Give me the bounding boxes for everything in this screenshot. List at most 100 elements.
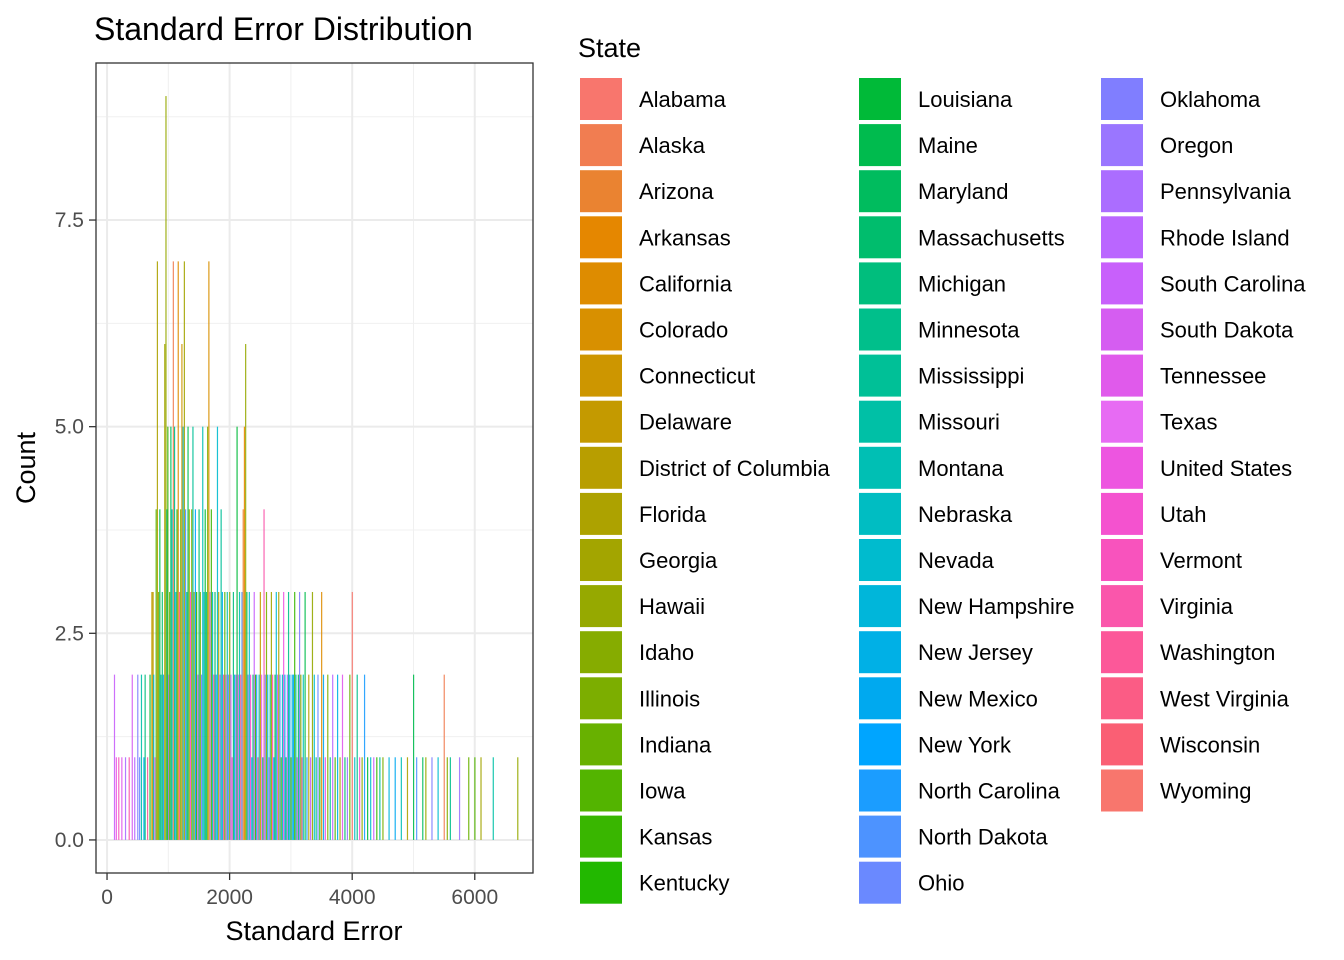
legend-label: Michigan [918, 271, 1006, 296]
histogram-bar [373, 757, 375, 840]
histogram-bar [284, 674, 286, 840]
histogram-bar [213, 674, 215, 840]
histogram-bar [259, 591, 261, 840]
histogram-bar [311, 591, 314, 840]
histogram-bar [202, 426, 204, 840]
histogram-bar [412, 674, 415, 840]
histogram-bar [218, 591, 220, 840]
legend-label: New York [918, 732, 1012, 757]
histogram-bar [294, 591, 296, 840]
histogram-bar [449, 757, 451, 840]
histogram-bar [124, 757, 127, 840]
histogram-bar [262, 757, 264, 840]
histogram-bar [154, 757, 156, 840]
histogram-bar [172, 261, 174, 840]
histogram-bar [115, 757, 117, 840]
legend-swatch [580, 723, 622, 766]
y-tick-label: 7.5 [55, 209, 84, 232]
histogram-bar [474, 757, 476, 840]
histogram-bar [315, 757, 317, 840]
legend-label: Minnesota [918, 318, 1020, 343]
legend-swatch [859, 170, 901, 213]
legend-item: Florida [580, 492, 707, 535]
histogram-bar [270, 591, 272, 840]
histogram-bar [446, 757, 448, 840]
legend-swatch [859, 216, 901, 259]
x-axis-label: Standard Error [225, 916, 402, 946]
legend-label: Tennessee [1160, 364, 1266, 389]
legend-label: California [639, 271, 733, 296]
histogram-bar [289, 674, 291, 840]
legend-item: Arizona [580, 170, 714, 213]
legend-label: Texas [1160, 410, 1217, 435]
legend-swatch [580, 815, 622, 858]
legend-swatch [580, 216, 622, 259]
legend-swatch [1101, 170, 1143, 213]
chart-title: Standard Error Distribution [94, 11, 473, 47]
legend-item: Texas [1101, 400, 1217, 443]
y-tick-label: 2.5 [55, 622, 84, 645]
histogram-bar [143, 757, 145, 840]
legend-swatch [580, 354, 622, 397]
legend-label: Wisconsin [1160, 732, 1260, 757]
legend-label: Utah [1160, 502, 1206, 527]
legend-swatch [1101, 677, 1143, 720]
histogram-bar [194, 509, 196, 840]
histogram-bar [211, 591, 214, 840]
x-tick-label: 4000 [329, 886, 376, 909]
legend-label: Maine [918, 133, 978, 158]
histogram-bar [268, 757, 270, 840]
legend-swatch [1101, 216, 1143, 259]
y-tick-label: 0.0 [55, 829, 84, 852]
histogram-bar [152, 591, 154, 840]
legend-item: New Hampshire [859, 585, 1075, 628]
histogram-bar [159, 509, 161, 840]
legend-item: North Dakota [859, 815, 1048, 858]
histogram-bar [295, 674, 297, 840]
histogram-bar [243, 426, 246, 840]
legend-label: Washington [1160, 640, 1275, 665]
histogram-bar [260, 674, 263, 840]
histogram-bar [232, 591, 234, 840]
legend-label: Maryland [918, 179, 1008, 204]
histogram-bar [339, 757, 341, 840]
legend-item: Georgia [580, 539, 718, 581]
legend-item: Tennessee [1101, 354, 1266, 397]
histogram-bar [176, 509, 178, 840]
histogram-bar [200, 674, 203, 840]
legend-swatch [580, 492, 622, 535]
legend-label: Montana [918, 456, 1004, 481]
histogram-bar [162, 674, 165, 840]
histogram-bar [149, 674, 151, 840]
legend-swatch [1101, 78, 1143, 120]
legend-swatch [859, 400, 901, 443]
histogram-bar [192, 426, 194, 840]
histogram-bar [317, 674, 319, 840]
histogram-bar [158, 591, 160, 840]
legend-swatch [1101, 354, 1143, 397]
legend-item: Massachusetts [859, 216, 1065, 259]
histogram-bar [416, 757, 418, 840]
legend-label: New Mexico [918, 686, 1038, 711]
histogram-bar [388, 757, 390, 840]
legend-item: Wyoming [1101, 769, 1252, 812]
histogram-bar [156, 261, 158, 840]
legend-label: Arizona [639, 179, 714, 204]
legend-item: Missouri [859, 400, 1000, 443]
histogram-bar [181, 344, 183, 840]
histogram-bar [140, 674, 143, 840]
histogram-bar [161, 591, 163, 840]
legend-label: Rhode Island [1160, 225, 1290, 250]
legend-swatch [859, 585, 901, 628]
legend-label: Oklahoma [1160, 87, 1261, 112]
legend-item: United States [1101, 446, 1292, 489]
histogram-bar [227, 674, 230, 840]
legend-label: Massachusetts [918, 225, 1065, 250]
legend-swatch [580, 769, 622, 812]
histogram-bar [292, 674, 295, 840]
histogram-bar [279, 674, 281, 840]
legend-label: Arkansas [639, 225, 731, 250]
histogram-bar [146, 757, 149, 840]
legend-item: California [580, 262, 733, 305]
legend-swatch [1101, 631, 1143, 674]
